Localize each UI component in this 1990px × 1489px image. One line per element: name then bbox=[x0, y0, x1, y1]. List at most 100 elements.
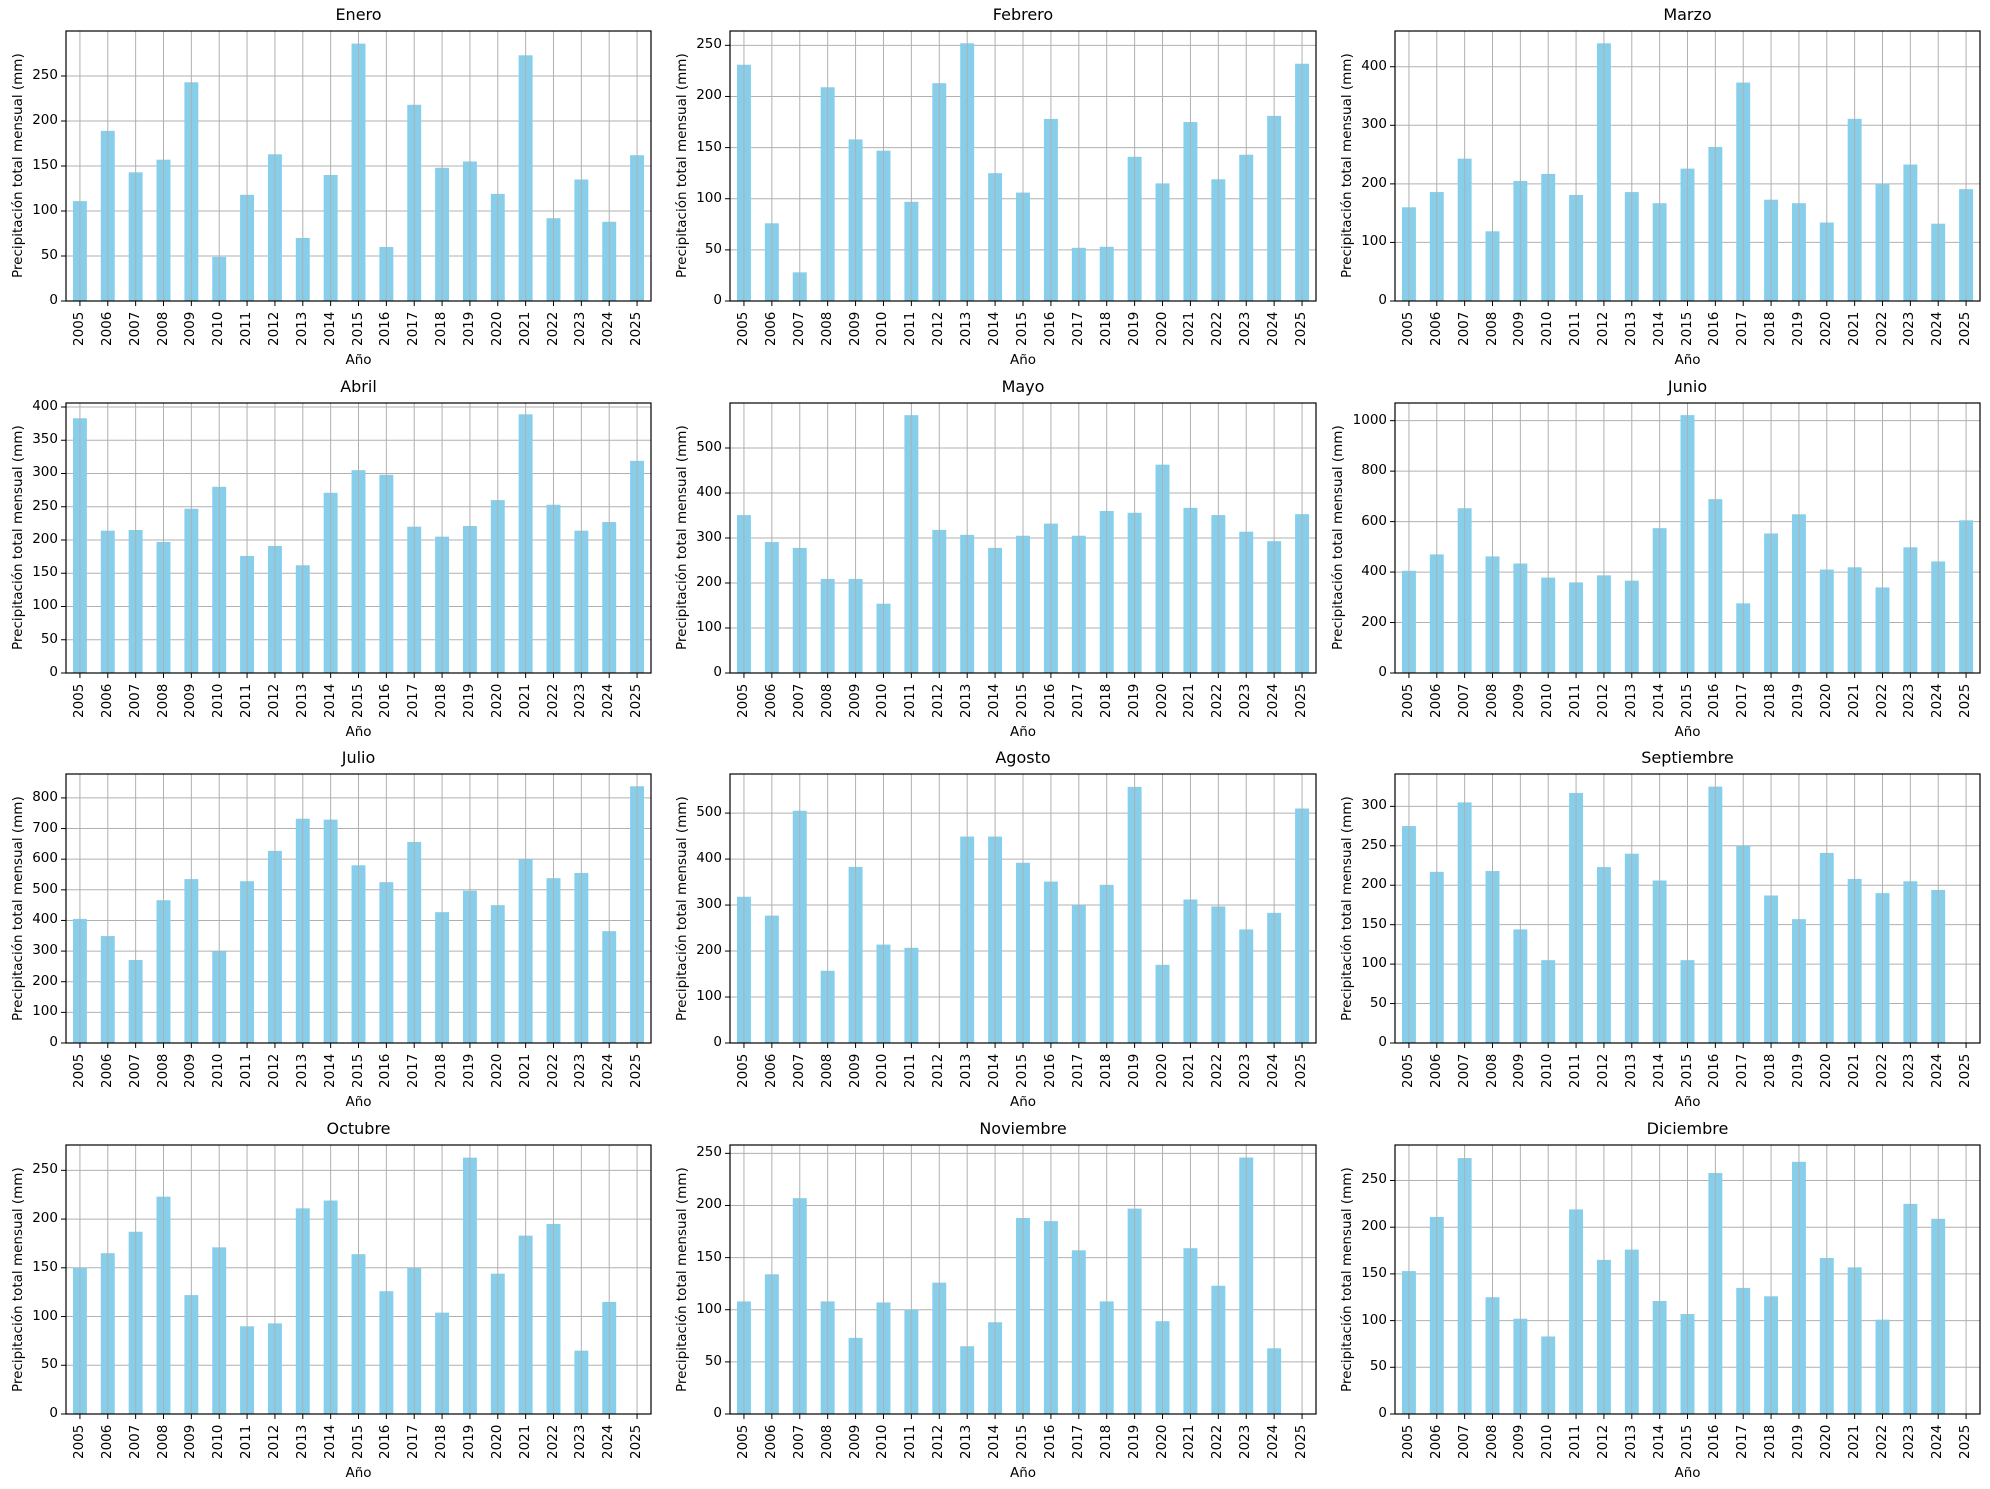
x-tick-label: 2005 bbox=[734, 311, 751, 346]
chart-title: Agosto bbox=[995, 748, 1051, 767]
x-tick-label: 2014 bbox=[1650, 683, 1667, 718]
x-tick-label: 2020 bbox=[488, 311, 505, 346]
x-tick-label: 2025 bbox=[1293, 1424, 1310, 1459]
x-tick-label: 2012 bbox=[930, 311, 947, 346]
plot-area bbox=[61, 1144, 652, 1419]
x-tick-label: 2025 bbox=[1957, 1053, 1974, 1088]
chart-title: Abril bbox=[340, 377, 377, 396]
y-tick-label: 150 bbox=[32, 564, 58, 581]
x-tick-label: 2020 bbox=[1817, 1424, 1834, 1459]
y-tick-label: 0 bbox=[1378, 292, 1387, 308]
y-axis-label: Precipitación total mensual (mm) bbox=[674, 53, 690, 278]
x-tick-label: 2007 bbox=[126, 1424, 143, 1459]
x-tick-label: 2013 bbox=[958, 683, 975, 718]
x-tick-label: 2008 bbox=[1483, 1053, 1500, 1088]
x-axis-label: Año bbox=[345, 724, 372, 740]
x-tick-label: 2025 bbox=[628, 1053, 645, 1088]
x-tick-label: 2012 bbox=[265, 683, 282, 718]
plot-area bbox=[725, 773, 1317, 1048]
x-tick-label: 2011 bbox=[238, 683, 255, 718]
x-tick-label: 2006 bbox=[762, 1053, 779, 1088]
x-tick-label: 2008 bbox=[818, 1053, 835, 1088]
y-tick-label: 250 bbox=[32, 497, 58, 514]
chart-title: Junio bbox=[1667, 377, 1708, 396]
chart-panel-octubre: Octubre 0 50 100 150 200 250 2005 2006 2007 2008 20… bbox=[10, 1119, 652, 1481]
x-tick-label: 2020 bbox=[1817, 683, 1834, 718]
x-tick-label: 2008 bbox=[818, 683, 835, 718]
x-tick-label: 2005 bbox=[734, 683, 751, 718]
x-axis-label: Año bbox=[345, 1094, 372, 1110]
y-axis-label: Precipitación total mensual (mm) bbox=[1339, 53, 1355, 278]
x-tick-label: 2012 bbox=[1594, 311, 1611, 346]
y-tick-label: 50 bbox=[704, 240, 722, 257]
y-tick-label: 500 bbox=[32, 880, 58, 897]
x-tick-label: 2020 bbox=[488, 683, 505, 718]
plot-area bbox=[61, 773, 652, 1048]
x-tick-label: 2010 bbox=[210, 311, 227, 346]
x-tick-label: 2017 bbox=[1734, 683, 1751, 718]
y-tick-label: 200 bbox=[32, 112, 58, 128]
x-tick-label: 2008 bbox=[1483, 683, 1500, 718]
y-tick-label: 250 bbox=[696, 36, 722, 53]
x-tick-label: 2011 bbox=[1567, 1053, 1584, 1088]
x-tick-label: 2014 bbox=[321, 1424, 338, 1459]
x-tick-label: 2023 bbox=[572, 311, 589, 346]
x-tick-label: 2019 bbox=[460, 683, 477, 718]
plot-area bbox=[725, 30, 1317, 306]
x-tick-label: 2010 bbox=[210, 1053, 227, 1088]
x-tick-label: 2007 bbox=[790, 1424, 807, 1459]
x-tick-label: 2010 bbox=[210, 1424, 227, 1459]
y-tick-label: 50 bbox=[40, 1356, 58, 1373]
x-tick-label: 2007 bbox=[790, 683, 807, 718]
x-tick-label: 2008 bbox=[154, 683, 171, 718]
y-axis-label: Precipitación total mensual (mm) bbox=[10, 425, 26, 650]
x-tick-label: 2017 bbox=[405, 1424, 422, 1459]
y-tick-label: 200 bbox=[1361, 174, 1387, 191]
x-tick-label: 2011 bbox=[238, 1424, 255, 1459]
axes-frame bbox=[65, 1144, 652, 1415]
x-tick-label: 2016 bbox=[1041, 311, 1058, 346]
x-tick-label: 2012 bbox=[265, 311, 282, 346]
x-tick-label: 2011 bbox=[902, 1053, 919, 1088]
x-tick-label: 2021 bbox=[516, 683, 533, 718]
plot-area bbox=[61, 402, 652, 678]
x-tick-label: 2018 bbox=[1097, 1053, 1114, 1088]
x-tick-label: 2023 bbox=[1901, 311, 1918, 346]
x-tick-label: 2024 bbox=[1929, 1424, 1946, 1459]
x-tick-label: 2018 bbox=[1762, 683, 1779, 718]
x-tick-label: 2020 bbox=[1153, 311, 1170, 346]
chart-panel-mayo: Mayo 0 100 200 300 400 500 2005 2006 2007 2008 2009… bbox=[674, 377, 1317, 740]
y-tick-label: 200 bbox=[1361, 613, 1387, 630]
x-tick-label: 2013 bbox=[293, 1424, 310, 1459]
x-tick-label: 2021 bbox=[1181, 683, 1198, 718]
plot-area bbox=[725, 402, 1317, 678]
x-axis-label: Año bbox=[1674, 1465, 1701, 1481]
x-tick-label: 2008 bbox=[818, 1424, 835, 1459]
y-tick-label: 100 bbox=[1361, 233, 1387, 250]
chart-panel-noviembre: Noviembre 0 50 100 150 200 250 2005 2006 2007 2008… bbox=[674, 1119, 1317, 1481]
y-tick-label: 1000 bbox=[1352, 411, 1387, 428]
x-tick-label: 2022 bbox=[1873, 1053, 1890, 1088]
x-tick-label: 2006 bbox=[1427, 1053, 1444, 1088]
y-axis-label: Precipitación total mensual (mm) bbox=[674, 795, 690, 1021]
x-tick-label: 2016 bbox=[1706, 1053, 1723, 1088]
x-tick-label: 2019 bbox=[460, 1053, 477, 1088]
y-tick-label: 50 bbox=[1369, 994, 1387, 1011]
x-tick-label: 2019 bbox=[1125, 1424, 1142, 1459]
x-tick-label: 2021 bbox=[1845, 311, 1862, 346]
x-tick-label: 2011 bbox=[238, 311, 255, 346]
x-tick-label: 2007 bbox=[1455, 311, 1472, 346]
x-tick-label: 2008 bbox=[154, 1424, 171, 1459]
y-tick-label: 250 bbox=[1361, 836, 1387, 853]
y-tick-label: 100 bbox=[1361, 955, 1387, 972]
y-tick-label: 150 bbox=[32, 1258, 58, 1275]
x-tick-label: 2018 bbox=[1097, 1424, 1114, 1459]
x-axis-label: Año bbox=[1674, 1094, 1701, 1110]
y-tick-label: 500 bbox=[696, 804, 722, 821]
x-tick-label: 2024 bbox=[1929, 683, 1946, 718]
x-tick-label: 2019 bbox=[1125, 683, 1142, 718]
chart-panel-junio: Junio 0 200 400 600 800 1000 2005 2006 2007 2008 20… bbox=[1330, 377, 1981, 740]
x-tick-label: 2014 bbox=[321, 311, 338, 346]
x-tick-label: 2023 bbox=[572, 683, 589, 718]
chart-title: Febrero bbox=[992, 5, 1054, 24]
